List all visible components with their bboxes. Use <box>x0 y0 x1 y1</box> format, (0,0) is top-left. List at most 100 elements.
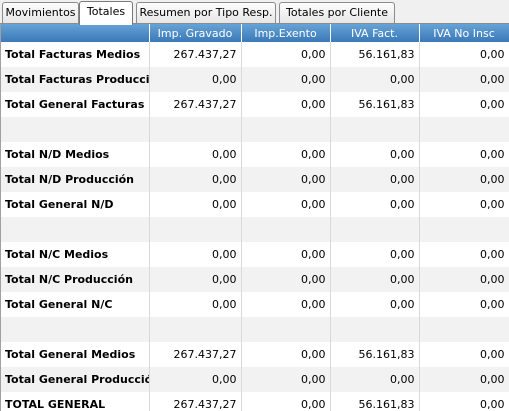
cell-value: 0,00 <box>241 267 331 292</box>
cell-value: 0,00 <box>330 267 420 292</box>
row-label <box>1 117 150 142</box>
cell-value <box>149 217 242 242</box>
cell-value: 0,00 <box>149 367 242 392</box>
cell-value: 0,00 <box>330 192 420 217</box>
table-row[interactable] <box>1 117 509 142</box>
row-label: Total Facturas Medios <box>1 42 150 67</box>
cell-value: 0,00 <box>419 292 509 317</box>
cell-value: 0,00 <box>330 292 420 317</box>
row-label: Total General N/C <box>1 292 150 317</box>
header-row: Imp. Gravado Imp.Exento IVA Fact. IVA No… <box>1 24 509 42</box>
cell-value: 0,00 <box>241 142 331 167</box>
row-label: Total General Facturas <box>1 92 150 117</box>
cell-value: 0,00 <box>241 242 331 267</box>
cell-value: 0,00 <box>419 92 509 117</box>
table-row[interactable]: Total Facturas Medios 267.437,27 0,00 56.16… <box>1 42 509 67</box>
cell-value: 0,00 <box>330 167 420 192</box>
cell-value: 0,00 <box>241 92 331 117</box>
cell-value: 0,00 <box>149 242 242 267</box>
row-label: Total General Medios <box>1 342 150 367</box>
table-row[interactable]: TOTAL GENERAL 267.437,27 0,00 56.161,83 0,00 <box>1 392 509 411</box>
cell-value: 0,00 <box>149 67 242 92</box>
cell-value: 0,00 <box>241 367 331 392</box>
cell-value <box>241 117 331 142</box>
cell-value: 0,00 <box>330 367 420 392</box>
table-row[interactable] <box>1 217 509 242</box>
cell-value: 0,00 <box>419 342 509 367</box>
cell-value <box>419 117 509 142</box>
table-row[interactable]: Total General Medios 267.437,27 0,00 56.161… <box>1 342 509 367</box>
table-row[interactable]: Total General N/D 0,00 0,00 0,00 0,00 <box>1 192 509 217</box>
cell-value <box>149 317 242 342</box>
cell-value: 0,00 <box>419 192 509 217</box>
cell-value: 0,00 <box>149 292 242 317</box>
table-row[interactable]: Total Facturas Producción 0,00 0,00 0,00 0,0… <box>1 67 509 92</box>
cell-value <box>149 117 242 142</box>
tab-bar: Movimientos Totales Resumen por Tipo Res… <box>0 0 509 25</box>
table-row[interactable]: Total General N/C 0,00 0,00 0,00 0,00 <box>1 292 509 317</box>
cell-value: 0,00 <box>241 167 331 192</box>
row-label: Total General N/D <box>1 192 150 217</box>
cell-value <box>330 117 420 142</box>
table-row[interactable]: Total N/C Producción 0,00 0,00 0,00 0,00 <box>1 267 509 292</box>
cell-value: 0,00 <box>419 167 509 192</box>
row-label: Total N/D Medios <box>1 142 150 167</box>
table-row[interactable] <box>1 317 509 342</box>
totals-table: Imp. Gravado Imp.Exento IVA Fact. IVA No… <box>1 24 509 411</box>
tab-movimientos[interactable]: Movimientos <box>2 2 79 23</box>
cell-value: 0,00 <box>330 242 420 267</box>
column-header-label[interactable] <box>1 24 150 42</box>
cell-value: 0,00 <box>419 242 509 267</box>
cell-value: 0,00 <box>330 142 420 167</box>
cell-value: 0,00 <box>149 267 242 292</box>
cell-value <box>419 317 509 342</box>
row-label: Total N/C Producción <box>1 267 150 292</box>
row-label: Total General Producción <box>1 367 150 392</box>
cell-value: 0,00 <box>419 42 509 67</box>
tab-totales[interactable]: Totales <box>79 1 133 25</box>
cell-value: 267.437,27 <box>149 42 242 67</box>
cell-value <box>330 317 420 342</box>
row-label: Total Facturas Producción <box>1 67 150 92</box>
cell-value: 56.161,83 <box>330 392 420 411</box>
cell-value: 0,00 <box>241 67 331 92</box>
cell-value: 267.437,27 <box>149 392 242 411</box>
cell-value: 0,00 <box>149 167 242 192</box>
column-header-iva-fact[interactable]: IVA Fact. <box>330 24 420 42</box>
row-label: Total N/C Medios <box>1 242 150 267</box>
cell-value: 0,00 <box>241 192 331 217</box>
table-row[interactable]: Total General Facturas 267.437,27 0,00 56.1… <box>1 92 509 117</box>
column-header-iva-no-insc[interactable]: IVA No Insc <box>419 24 509 42</box>
cell-value: 0,00 <box>241 342 331 367</box>
cell-value: 0,00 <box>241 292 331 317</box>
cell-value <box>330 217 420 242</box>
table-row[interactable]: Total N/D Medios 0,00 0,00 0,00 0,00 <box>1 142 509 167</box>
cell-value: 267.437,27 <box>149 92 242 117</box>
cell-value: 0,00 <box>419 142 509 167</box>
tab-totales-por-cliente[interactable]: Totales por Cliente <box>279 2 395 23</box>
row-label <box>1 217 150 242</box>
cell-value: 0,00 <box>149 192 242 217</box>
cell-value: 0,00 <box>149 142 242 167</box>
tab-resumen-por-tipo-resp[interactable]: Resumen por Tipo Resp. <box>136 2 276 23</box>
cell-value: 0,00 <box>419 367 509 392</box>
row-label: Total N/D Producción <box>1 167 150 192</box>
column-header-imp-gravado[interactable]: Imp. Gravado <box>149 24 242 42</box>
table-row[interactable]: Total General Producción 0,00 0,00 0,00 0,00 <box>1 367 509 392</box>
cell-value <box>419 217 509 242</box>
cell-value: 0,00 <box>419 67 509 92</box>
table-row[interactable]: Total N/C Medios 0,00 0,00 0,00 0,00 <box>1 242 509 267</box>
cell-value: 0,00 <box>241 42 331 67</box>
row-label <box>1 317 150 342</box>
cell-value: 56.161,83 <box>330 92 420 117</box>
table-row[interactable]: Total N/D Producción 0,00 0,00 0,00 0,00 <box>1 167 509 192</box>
cell-value <box>241 217 331 242</box>
cell-value: 0,00 <box>419 392 509 411</box>
totals-grid[interactable]: Imp. Gravado Imp.Exento IVA Fact. IVA No… <box>0 24 509 411</box>
row-label: TOTAL GENERAL <box>1 392 150 411</box>
cell-value: 56.161,83 <box>330 342 420 367</box>
cell-value: 56.161,83 <box>330 42 420 67</box>
column-header-imp-exento[interactable]: Imp.Exento <box>241 24 331 42</box>
cell-value: 0,00 <box>241 392 331 411</box>
cell-value: 0,00 <box>419 267 509 292</box>
